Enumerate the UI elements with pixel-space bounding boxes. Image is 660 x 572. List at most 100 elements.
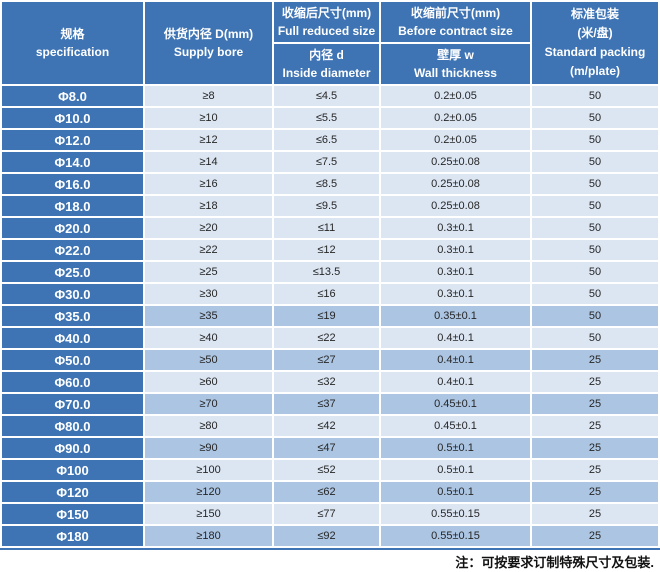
supply-bore-cell: ≥25: [145, 262, 272, 282]
supply-bore-cell: ≥30: [145, 284, 272, 304]
inside-diameter-cell: ≤37: [274, 394, 379, 414]
table-row: Φ180 ≥180 ≤92 0.55±0.15 25: [2, 526, 658, 546]
header-wall-thickness-en: Wall thickness: [414, 66, 497, 80]
packing-cell: 50: [532, 262, 658, 282]
spec-table: 规格 specification 供货内径 D(mm) Supply bore …: [0, 0, 660, 550]
wall-thickness-cell: 0.5±0.1: [381, 482, 530, 502]
supply-bore-cell: ≥180: [145, 526, 272, 546]
header-supply-bore-zh: 供货内径 D(mm): [163, 27, 254, 41]
inside-diameter-cell: ≤4.5: [274, 86, 379, 106]
table-row: Φ80.0 ≥80 ≤42 0.45±0.1 25: [2, 416, 658, 436]
wall-thickness-cell: 0.45±0.1: [381, 394, 530, 414]
supply-bore-cell: ≥50: [145, 350, 272, 370]
header-specification: 规格 specification: [2, 2, 143, 84]
table-header: 规格 specification 供货内径 D(mm) Supply bore …: [2, 2, 658, 84]
inside-diameter-cell: ≤92: [274, 526, 379, 546]
packing-cell: 50: [532, 218, 658, 238]
custom-order-note: 注：可按要求订制特殊尺寸及包装.: [455, 555, 654, 570]
inside-diameter-cell: ≤16: [274, 284, 379, 304]
header-wall-thickness: 壁厚 w Wall thickness: [381, 44, 530, 84]
header-before-shrink-size-en: Before contract size: [398, 24, 513, 38]
inside-diameter-cell: ≤32: [274, 372, 379, 392]
inside-diameter-cell: ≤27: [274, 350, 379, 370]
packing-cell: 50: [532, 240, 658, 260]
inside-diameter-cell: ≤6.5: [274, 130, 379, 150]
header-after-shrink-size-en: Full reduced size: [277, 24, 376, 38]
spec-cell: Φ14.0: [2, 152, 143, 172]
header-after-shrink-size-zh: 收缩后尺寸(mm): [281, 6, 372, 20]
table-row: Φ30.0 ≥30 ≤16 0.3±0.1 50: [2, 284, 658, 304]
header-inside-diameter: 内径 d Inside diameter: [274, 44, 379, 84]
spec-cell: Φ16.0: [2, 174, 143, 194]
table-row: Φ60.0 ≥60 ≤32 0.4±0.1 25: [2, 372, 658, 392]
spec-cell: Φ25.0: [2, 262, 143, 282]
supply-bore-cell: ≥150: [145, 504, 272, 524]
inside-diameter-cell: ≤77: [274, 504, 379, 524]
table-row: Φ14.0 ≥14 ≤7.5 0.25±0.08 50: [2, 152, 658, 172]
supply-bore-cell: ≥18: [145, 196, 272, 216]
wall-thickness-cell: 0.55±0.15: [381, 526, 530, 546]
spec-cell: Φ50.0: [2, 350, 143, 370]
table-row: Φ35.0 ≥35 ≤19 0.35±0.1 50: [2, 306, 658, 326]
spec-cell: Φ60.0: [2, 372, 143, 392]
spec-cell: Φ12.0: [2, 130, 143, 150]
header-standard-packing-zh-unit: (米/盘): [577, 26, 613, 40]
table-row: Φ20.0 ≥20 ≤11 0.3±0.1 50: [2, 218, 658, 238]
wall-thickness-cell: 0.4±0.1: [381, 350, 530, 370]
table-row: Φ40.0 ≥40 ≤22 0.4±0.1 50: [2, 328, 658, 348]
packing-cell: 25: [532, 394, 658, 414]
inside-diameter-cell: ≤22: [274, 328, 379, 348]
inside-diameter-cell: ≤42: [274, 416, 379, 436]
wall-thickness-cell: 0.3±0.1: [381, 240, 530, 260]
supply-bore-cell: ≥120: [145, 482, 272, 502]
supply-bore-cell: ≥35: [145, 306, 272, 326]
wall-thickness-cell: 0.25±0.08: [381, 196, 530, 216]
spec-cell: Φ18.0: [2, 196, 143, 216]
packing-cell: 50: [532, 152, 658, 172]
spec-cell: Φ70.0: [2, 394, 143, 414]
table-row: Φ8.0 ≥8 ≤4.5 0.2±0.05 50: [2, 86, 658, 106]
spec-cell: Φ150: [2, 504, 143, 524]
packing-cell: 50: [532, 174, 658, 194]
packing-cell: 25: [532, 416, 658, 436]
packing-cell: 25: [532, 482, 658, 502]
packing-cell: 25: [532, 372, 658, 392]
packing-cell: 50: [532, 86, 658, 106]
packing-cell: 25: [532, 438, 658, 458]
wall-thickness-cell: 0.3±0.1: [381, 262, 530, 282]
wall-thickness-cell: 0.2±0.05: [381, 130, 530, 150]
table-row: Φ22.0 ≥22 ≤12 0.3±0.1 50: [2, 240, 658, 260]
table-row: Φ18.0 ≥18 ≤9.5 0.25±0.08 50: [2, 196, 658, 216]
wall-thickness-cell: 0.35±0.1: [381, 306, 530, 326]
supply-bore-cell: ≥60: [145, 372, 272, 392]
header-standard-packing-zh: 标准包装: [570, 7, 619, 21]
supply-bore-cell: ≥20: [145, 218, 272, 238]
table-body: Φ8.0 ≥8 ≤4.5 0.2±0.05 50 Φ10.0 ≥10 ≤5.5 …: [2, 86, 658, 546]
inside-diameter-cell: ≤52: [274, 460, 379, 480]
wall-thickness-cell: 0.25±0.08: [381, 152, 530, 172]
wall-thickness-cell: 0.2±0.05: [381, 108, 530, 128]
spec-cell: Φ8.0: [2, 86, 143, 106]
supply-bore-cell: ≥100: [145, 460, 272, 480]
wall-thickness-cell: 0.2±0.05: [381, 86, 530, 106]
table-row: Φ100 ≥100 ≤52 0.5±0.1 25: [2, 460, 658, 480]
header-specification-en: specification: [35, 45, 110, 59]
table-row: Φ50.0 ≥50 ≤27 0.4±0.1 25: [2, 350, 658, 370]
inside-diameter-cell: ≤12: [274, 240, 379, 260]
wall-thickness-cell: 0.4±0.1: [381, 328, 530, 348]
header-supply-bore-en: Supply bore: [173, 45, 244, 59]
packing-cell: 25: [532, 350, 658, 370]
wall-thickness-cell: 0.45±0.1: [381, 416, 530, 436]
packing-cell: 50: [532, 108, 658, 128]
spec-cell: Φ40.0: [2, 328, 143, 348]
supply-bore-cell: ≥80: [145, 416, 272, 436]
table-row: Φ16.0 ≥16 ≤8.5 0.25±0.08 50: [2, 174, 658, 194]
header-standard-packing-en: Standard packing: [544, 45, 646, 59]
spec-cell: Φ80.0: [2, 416, 143, 436]
table-row: Φ70.0 ≥70 ≤37 0.45±0.1 25: [2, 394, 658, 414]
header-standard-packing-en-unit: (m/plate): [569, 64, 620, 78]
packing-cell: 50: [532, 284, 658, 304]
supply-bore-cell: ≥14: [145, 152, 272, 172]
spec-cell: Φ90.0: [2, 438, 143, 458]
table-row: Φ10.0 ≥10 ≤5.5 0.2±0.05 50: [2, 108, 658, 128]
